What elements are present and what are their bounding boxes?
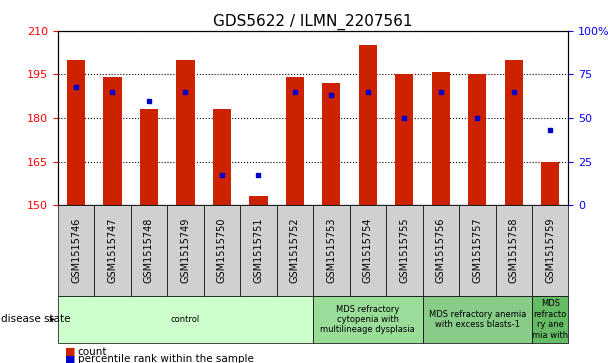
Text: control: control	[171, 315, 200, 324]
Text: ■: ■	[64, 347, 75, 357]
Bar	[505, 60, 523, 205]
Bar	[140, 109, 158, 205]
Bar	[67, 60, 85, 205]
Title: GDS5622 / ILMN_2207561: GDS5622 / ILMN_2207561	[213, 13, 413, 29]
Bar	[286, 77, 304, 205]
Bar	[468, 74, 486, 205]
Text: GSM1515755: GSM1515755	[399, 218, 409, 283]
Text: GSM1515749: GSM1515749	[181, 218, 190, 283]
Bar	[541, 162, 559, 205]
Text: MDS refractory anemia
with excess blasts-1: MDS refractory anemia with excess blasts…	[429, 310, 526, 329]
Text: percentile rank within the sample: percentile rank within the sample	[78, 354, 254, 363]
Bar	[249, 196, 268, 205]
Text: GSM1515758: GSM1515758	[509, 218, 519, 283]
Text: GSM1515753: GSM1515753	[326, 218, 336, 283]
Text: GSM1515752: GSM1515752	[290, 218, 300, 283]
Text: MDS refractory
cytopenia with
multilineage dysplasia: MDS refractory cytopenia with multilinea…	[320, 305, 415, 334]
Text: GSM1515757: GSM1515757	[472, 218, 482, 283]
Bar	[213, 109, 231, 205]
Bar	[322, 83, 340, 205]
Text: GSM1515748: GSM1515748	[144, 218, 154, 283]
Text: GSM1515747: GSM1515747	[108, 218, 117, 283]
Text: GSM1515756: GSM1515756	[436, 218, 446, 283]
Bar	[176, 60, 195, 205]
Text: ■: ■	[64, 354, 75, 363]
Text: GSM1515754: GSM1515754	[363, 218, 373, 283]
Bar	[395, 74, 413, 205]
Text: GSM1515759: GSM1515759	[545, 218, 555, 283]
Text: GSM1515750: GSM1515750	[217, 218, 227, 283]
Text: GSM1515751: GSM1515751	[254, 218, 263, 283]
Text: count: count	[78, 347, 108, 357]
Text: MDS
refracto
ry ane
mia with: MDS refracto ry ane mia with	[532, 299, 568, 339]
Bar	[103, 77, 122, 205]
Bar	[432, 72, 450, 205]
Text: disease state: disease state	[1, 314, 70, 325]
Bar	[359, 45, 377, 205]
Text: GSM1515746: GSM1515746	[71, 218, 81, 283]
